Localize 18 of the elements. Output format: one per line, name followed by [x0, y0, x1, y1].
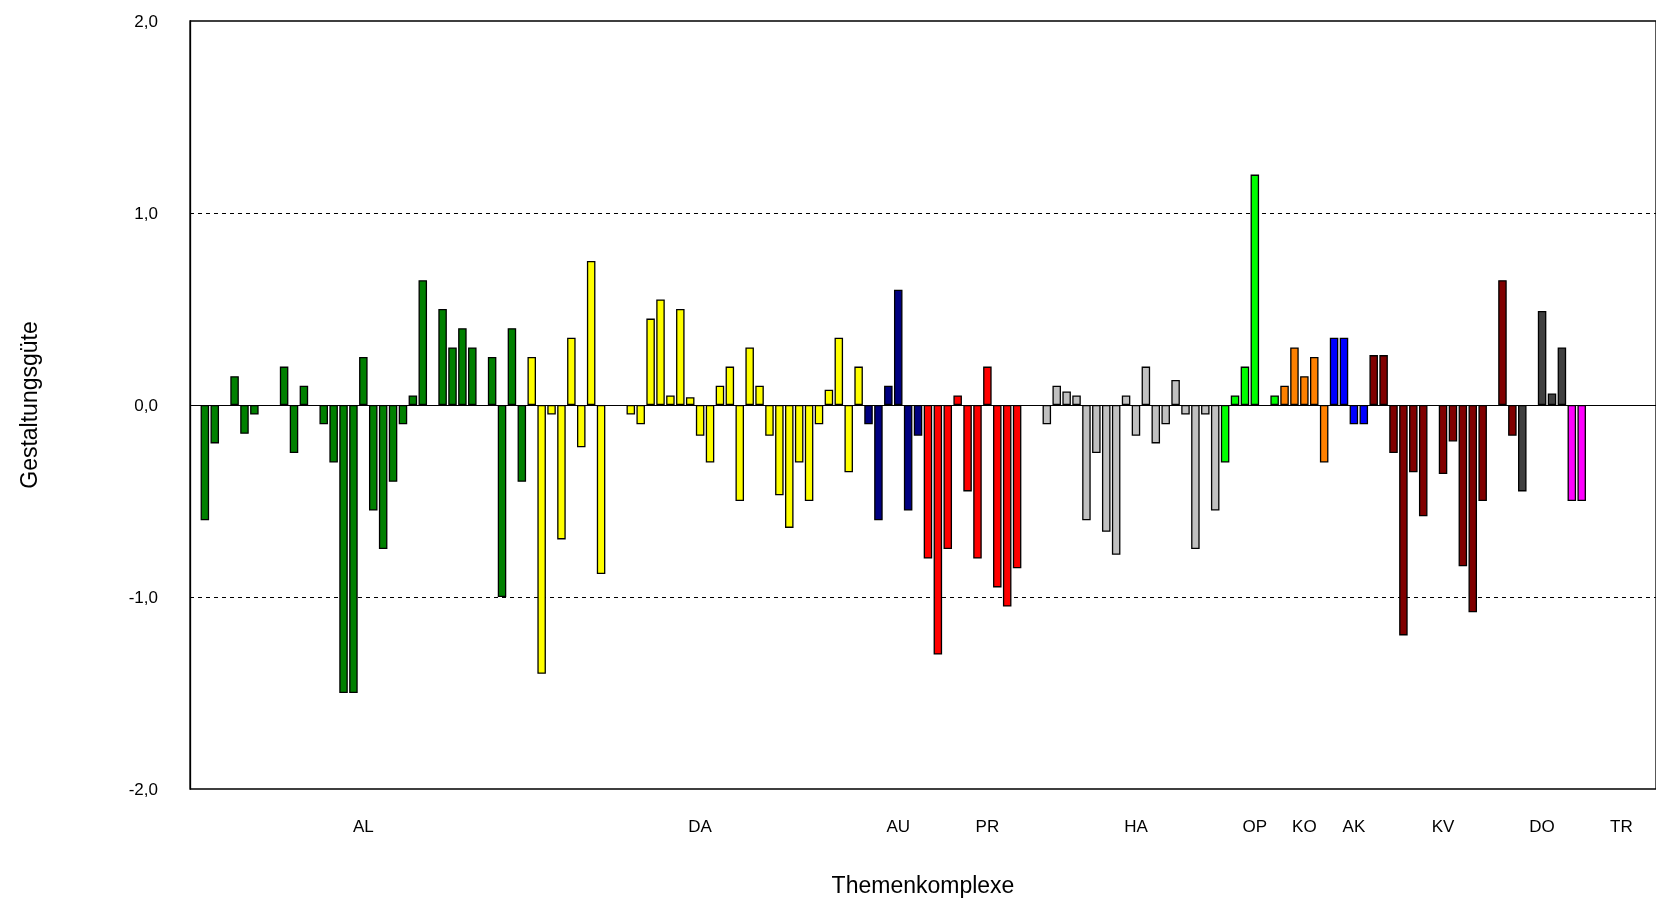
- x-axis-title: Themenkomplexe: [831, 871, 1015, 898]
- x-tick-label: AL: [352, 817, 374, 836]
- x-tick-label: DA: [688, 817, 713, 836]
- x-tick-label: AU: [886, 817, 911, 836]
- y-axis-title: Gestaltungsgüte: [15, 321, 42, 489]
- y-tick-label: -1,0: [128, 587, 158, 607]
- x-tick-label: KV: [1431, 817, 1456, 836]
- y-tick-label: 2,0: [134, 11, 158, 31]
- y-tick-label: -2,0: [128, 779, 158, 799]
- y-tick-label: 0,0: [134, 395, 158, 415]
- x-tick-label: OP: [1242, 817, 1268, 836]
- x-tick-label: AK: [1342, 817, 1366, 836]
- x-tick-label: DO: [1529, 817, 1555, 836]
- x-tick-label: KO: [1292, 817, 1317, 836]
- y-tick-label: 1,0: [134, 203, 158, 223]
- x-tick-label: PR: [975, 817, 1000, 836]
- x-tick-label: HA: [1124, 817, 1149, 836]
- x-tick-label: TR: [1610, 817, 1633, 836]
